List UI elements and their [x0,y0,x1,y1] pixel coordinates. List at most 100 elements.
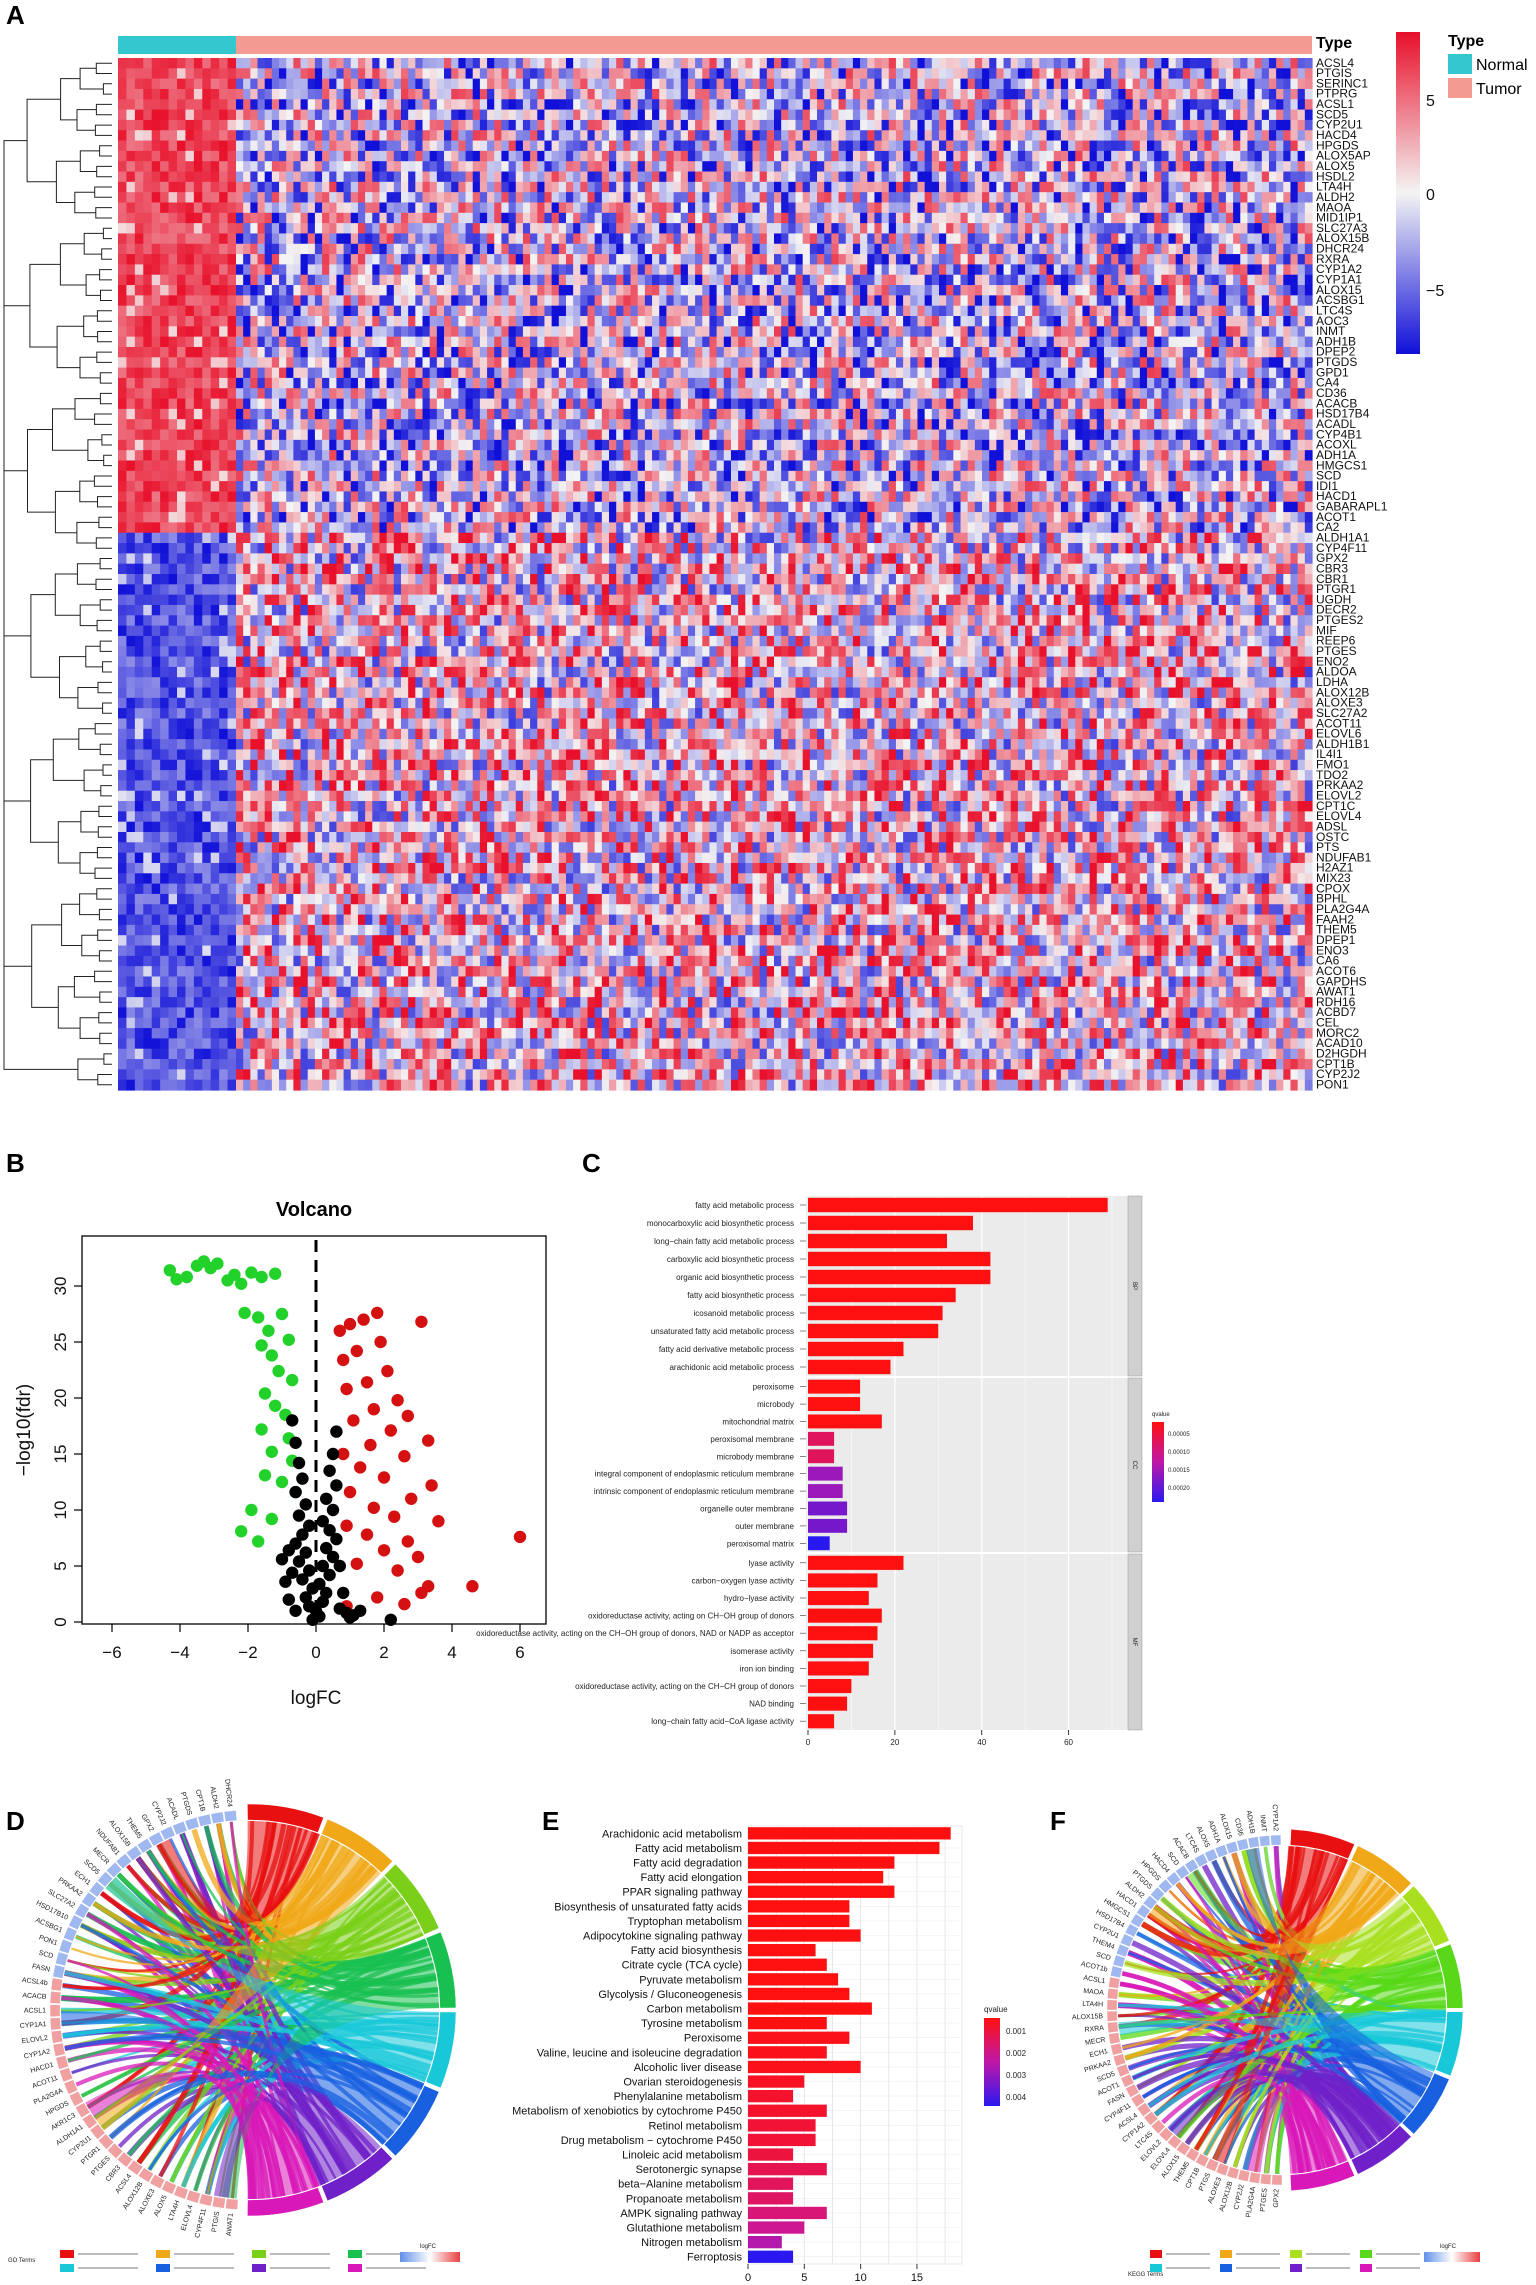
dendrogram-branch [97,331,112,343]
heatmap-cell [989,109,997,121]
heatmap-cell [558,243,567,255]
heatmap-cell [680,305,689,317]
heatmap-cell [1261,140,1270,152]
heatmap-cell [637,181,646,193]
heatmap-cell [219,254,229,265]
heatmap-cell [1261,316,1270,327]
heatmap-cell [314,88,323,100]
heatmap-cell [1032,346,1041,358]
heatmap-cell [960,295,969,307]
heatmap-cell [903,99,911,111]
heatmap-cell [458,58,467,69]
heatmap-cell [1096,202,1105,214]
heatmap-cell [236,254,244,265]
heatmap-cell [307,357,316,369]
heatmap-cell [279,140,287,152]
heatmap-cell [343,161,352,173]
heatmap-cell [494,233,503,245]
heatmap-cell [118,305,128,317]
heatmap-cell [286,326,294,338]
heatmap-cell [307,295,316,307]
heatmap-cell [910,99,919,111]
heatmap-cell [967,336,976,348]
heatmap-cell [623,254,632,265]
heatmap-cell [300,202,309,214]
heatmap-cell [227,88,237,100]
heatmap-cell [314,223,323,235]
dendrogram-branch [102,661,112,673]
heatmap-cell [1175,140,1184,152]
heatmap-cell [644,305,653,317]
heatmap-cell [1190,119,1198,131]
heatmap-cell [809,223,818,235]
heatmap-cell [134,140,144,152]
heatmap-cell [652,181,660,193]
heatmap-cell [1204,68,1213,80]
heatmap-cell [350,285,359,296]
heatmap-cell [680,130,689,142]
heatmap-cell [623,316,632,327]
heatmap-cell [802,295,811,307]
heatmap-cell [587,264,596,276]
heatmap-cell [738,88,746,100]
heatmap-cell [1118,58,1127,69]
heatmap-cell [293,140,302,152]
heatmap-cell [177,171,187,183]
heatmap-cell [580,346,589,358]
heatmap-cell [1003,78,1012,90]
heatmap-cell [1276,336,1284,348]
heatmap-cell [479,243,488,255]
heatmap-cell [487,119,495,131]
heatmap-cell [1218,316,1227,327]
heatmap-cell [1297,316,1306,327]
heatmap-cell [151,68,161,80]
heatmap-cell [982,171,990,183]
heatmap-cell [422,346,431,358]
heatmap-cell [271,346,280,358]
heatmap-cell [415,295,424,307]
heatmap-cell [616,130,624,142]
heatmap-cell [867,78,876,90]
heatmap-cell [766,305,775,317]
heatmap-cell [458,254,467,265]
heatmap-cell [1218,285,1227,296]
heatmap-cell [565,68,574,80]
heatmap-cell [817,264,825,276]
heatmap-cell [1046,233,1055,245]
heatmap-cell [580,264,589,276]
heatmap-cell [953,119,962,131]
heatmap-cell [219,233,229,245]
heatmap-cell [515,316,524,327]
heatmap-cell [1025,295,1033,307]
heatmap-cell [322,150,330,162]
heatmap-cell [1118,233,1127,245]
heatmap-cell [623,264,632,276]
heatmap-cell [1218,336,1227,348]
heatmap-cell [177,140,187,152]
heatmap-cell [444,223,452,235]
heatmap-cell [465,161,474,173]
heatmap-cell [802,264,811,276]
heatmap-row [118,181,1313,193]
heatmap-cell [479,212,488,224]
heatmap-cell [630,78,639,90]
heatmap-cell [558,316,567,327]
heatmap-cell [429,192,438,204]
heatmap-cell [745,346,754,358]
heatmap-cell [227,99,237,111]
dendrogram-branch [81,934,100,957]
heatmap-cell [501,305,510,317]
heatmap-cell [1103,68,1112,80]
heatmap-cell [522,58,531,69]
heatmap-cell [996,130,1005,142]
heatmap-cell [974,295,983,307]
heatmap-cell [1297,192,1306,204]
heatmap-cell [824,357,832,369]
heatmap-cell [1211,140,1220,152]
heatmap-cell [917,346,926,358]
heatmap-cell [408,336,416,348]
heatmap-cell [479,264,488,276]
heatmap-cell [888,305,897,317]
heatmap-cell [1233,130,1241,142]
heatmap-cell [451,336,459,348]
